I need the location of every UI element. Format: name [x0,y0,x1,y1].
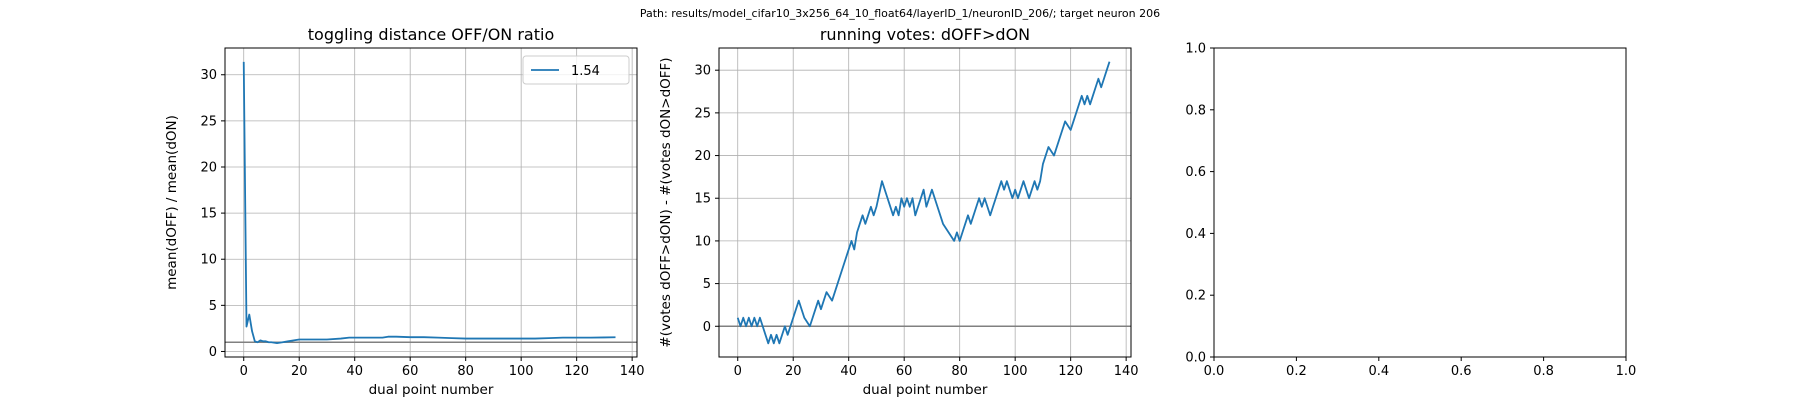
y-tick-label: 5 [209,299,217,314]
x-tick-label: 40 [346,364,363,379]
y-tick-label: 0.8 [1185,103,1206,118]
x-tick-label: 0 [734,364,742,379]
x-tick-label: 40 [840,364,857,379]
legend-label: 1.54 [571,64,600,79]
x-tick-label: 20 [785,364,802,379]
x-tick-label: 120 [1058,364,1083,379]
y-tick-label: 0 [703,320,711,335]
y-tick-label: 30 [694,64,711,79]
y-tick-label: 0.2 [1185,289,1206,304]
x-tick-label: 20 [291,364,308,379]
y-tick-label: 30 [200,68,217,83]
y-tick-label: 15 [200,207,217,222]
plot-ratio: 0 20 40 60 80 100 120 140 0 5 10 15 20 25 30 toggling d… [164,25,645,398]
x-tick-label: 100 [1003,364,1028,379]
y-tick-label: 0.0 [1185,351,1206,366]
axes-frame [1213,47,1627,358]
chart-title: running votes: dOFF>dON [820,25,1030,44]
x-tick-label: 80 [457,364,474,379]
x-tick-label: 140 [620,364,645,379]
y-axis-label: mean(dOFF) / mean(dON) [164,115,180,290]
x-tick-label: 0 [240,364,248,379]
axes-frame [224,47,638,358]
chart-title: toggling distance OFF/ON ratio [308,25,554,44]
y-tick-label: 0.4 [1185,227,1206,242]
x-tick-label: 0.8 [1533,364,1554,379]
y-tick-label: 20 [200,160,217,175]
x-tick-label: 60 [896,364,913,379]
plot-running-votes: 0 20 40 60 80 100 120 140 0 5 10 15 20 25 30 running vo… [658,25,1139,398]
x-tick-label: 0.6 [1451,364,1472,379]
x-axis-label: dual point number [369,382,494,398]
y-tick-label: 0 [209,345,217,360]
legend: 1.54 [522,55,630,85]
y-tick-label: 1.0 [1185,42,1206,57]
x-tick-label: 80 [951,364,968,379]
x-tick-label: 0.2 [1286,364,1307,379]
y-tick-label: 20 [694,149,711,164]
y-tick-label: 25 [694,106,711,121]
y-tick-label: 15 [694,192,711,207]
y-tick-label: 10 [694,234,711,249]
figure-suptitle: Path: results/model_cifar10_3x256_64_10_… [640,7,1160,20]
series-line [242,61,616,345]
plot-empty: 0.0 0.2 0.4 0.6 0.8 1.0 0.0 0.2 0.4 0.6 0.8 1.0 [1185,42,1636,380]
x-tick-label: 140 [1114,364,1139,379]
series-line [736,61,1111,345]
x-tick-label: 120 [564,364,589,379]
y-axis-label: #(votes dOFF>dON) - #(votes dON>dOFF) [658,57,674,347]
y-tick-label: 0.6 [1185,165,1206,180]
y-tick-label: 5 [703,277,711,292]
axes-frame [718,47,1132,358]
x-tick-label: 1.0 [1616,364,1637,379]
legend-box [522,55,630,85]
x-tick-label: 100 [509,364,534,379]
y-tick-label: 10 [200,253,217,268]
x-tick-label: 0.4 [1368,364,1389,379]
x-tick-label: 0.0 [1204,364,1225,379]
y-tick-label: 25 [200,114,217,129]
x-tick-label: 60 [402,364,419,379]
x-axis-label: dual point number [863,382,988,398]
